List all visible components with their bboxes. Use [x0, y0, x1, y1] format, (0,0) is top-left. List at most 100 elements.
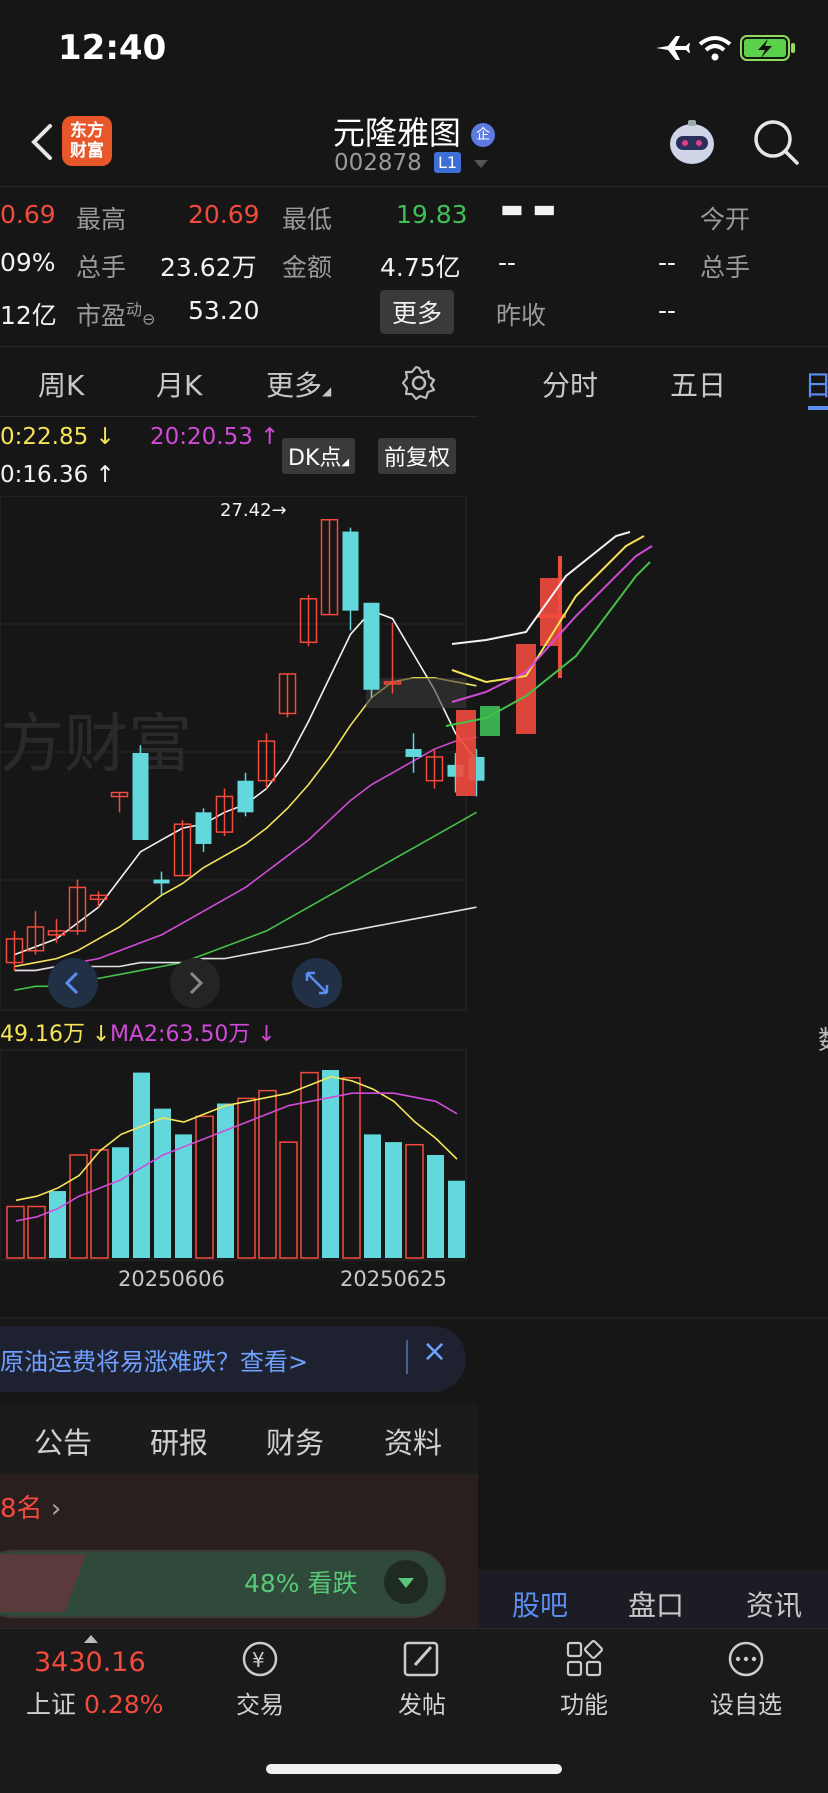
more-quote-button[interactable]: 更多: [380, 290, 455, 334]
airplane-icon: [656, 36, 690, 60]
range-highlight: [366, 678, 466, 708]
robot-assistant-icon[interactable]: [664, 114, 720, 170]
kline-chart[interactable]: 方财富 27.42→ 20250606 20250625: [0, 496, 828, 1496]
nav-post[interactable]: 发帖: [372, 1639, 472, 1720]
vol-ma2-label: MA2:63.50万 ↓: [110, 1022, 276, 1047]
volume-bar: [364, 1134, 381, 1258]
preview-ma-line: [445, 561, 651, 727]
quote-low: 19.83: [396, 200, 468, 229]
app-logo[interactable]: 东方 财富: [62, 116, 112, 166]
adjust-price-button[interactable]: 前复权: [378, 438, 457, 474]
candle-body: [215, 795, 234, 833]
chevron-right-icon: [189, 971, 204, 995]
volume-bar: [405, 1143, 424, 1259]
search-icon[interactable]: [752, 118, 800, 166]
volume-bar: [427, 1155, 444, 1258]
volume-bar: [49, 1191, 66, 1258]
bear-label: 48% 看跌: [244, 1569, 358, 1598]
watermark-text: 方财富: [0, 708, 192, 782]
banner-close-icon[interactable]: ×: [422, 1334, 448, 1369]
stock-code: 002878: [334, 150, 422, 176]
quote-amt-label: 金额: [282, 253, 333, 282]
preview-candle: [516, 644, 536, 734]
candle: [342, 527, 359, 631]
volume-ma-line: [15, 1075, 458, 1202]
volume-bar: [6, 1205, 25, 1259]
wifi-icon: [698, 36, 732, 61]
volume-bar: [195, 1115, 214, 1259]
chevron-left-icon: [64, 971, 79, 995]
quote-right1: --: [498, 248, 517, 277]
banner-text[interactable]: 原油运费将易涨难跌？查看>: [0, 1348, 309, 1376]
status-bar: 12:40: [0, 0, 828, 100]
tab-profile[interactable]: 资料: [384, 1426, 443, 1460]
volume-bar: [27, 1205, 46, 1259]
quote-right-value: ▬ ▬: [500, 194, 556, 223]
period-tabs: 周K 月K 更多◢: [0, 346, 478, 417]
candle: [195, 808, 212, 852]
volume-frame: [0, 1049, 467, 1261]
volume-bar: [154, 1108, 171, 1258]
tab-guba[interactable]: 股吧: [512, 1589, 569, 1622]
right-edge-char: 数: [818, 1020, 828, 1057]
candle: [257, 733, 276, 789]
volume-bar: [133, 1072, 150, 1258]
tab-announcement[interactable]: 公告: [34, 1426, 93, 1460]
volume-bar: [322, 1070, 339, 1258]
candle-body: [278, 673, 297, 715]
svg-text:¥: ¥: [252, 1648, 265, 1672]
tab-daily[interactable]: 日: [804, 369, 828, 402]
caret-down-icon: [398, 1578, 414, 1588]
level-badge[interactable]: L1: [434, 152, 462, 173]
candle: [383, 622, 402, 694]
candle: [363, 602, 380, 698]
news-banner[interactable]: 原油运费将易涨难跌？查看> ×: [0, 1326, 466, 1392]
stock-name: 元隆雅图 企: [0, 108, 828, 154]
tab-week-k[interactable]: 周K: [38, 369, 85, 402]
rank-text[interactable]: 8名 ›: [0, 1494, 62, 1524]
trade-yen-icon: ¥: [242, 1641, 278, 1677]
tab-intraday[interactable]: 分时: [542, 369, 599, 402]
candle: [89, 891, 108, 908]
chart-next-button[interactable]: [170, 958, 220, 1008]
preview-candle: [456, 710, 476, 796]
nav-trade[interactable]: ¥ 交易: [210, 1639, 310, 1720]
index-info[interactable]: 上证 0.28%: [26, 1690, 164, 1719]
info-tabs: 公告 研报 财务 资料: [0, 1404, 478, 1474]
back-arrow-icon[interactable]: [22, 120, 62, 164]
tab-month-k[interactable]: 月K: [156, 369, 203, 402]
tab-more[interactable]: 更多◢: [266, 369, 332, 402]
tab-five-day[interactable]: 五日: [670, 369, 727, 402]
candle-body: [153, 879, 170, 884]
tab-news[interactable]: 资讯: [746, 1589, 803, 1622]
candle-body: [425, 756, 444, 782]
preview-candle: [480, 706, 500, 736]
bear-dropdown-button[interactable]: [384, 1560, 428, 1604]
candle: [68, 879, 87, 935]
expand-icon: [305, 971, 329, 995]
volume-bar: [90, 1149, 109, 1259]
chart-prev-button[interactable]: [48, 958, 98, 1008]
candle-body: [110, 791, 129, 798]
candle-body: [237, 780, 254, 813]
gear-icon[interactable]: [402, 366, 436, 400]
candle: [5, 930, 24, 971]
preview-ma-line: [451, 545, 653, 703]
candle: [215, 788, 234, 837]
volume-ma-line: [15, 1092, 458, 1222]
candle: [132, 745, 149, 840]
candle-body: [257, 740, 276, 782]
tab-finance[interactable]: 财务: [266, 1426, 325, 1460]
candle: [447, 753, 464, 793]
nav-function[interactable]: 功能: [534, 1639, 634, 1720]
quote-prev-label: 昨收: [496, 301, 547, 330]
tab-pankou[interactable]: 盘口: [628, 1589, 685, 1622]
chart-expand-button[interactable]: [292, 958, 342, 1008]
chevron-down-icon[interactable]: [474, 160, 488, 170]
grid-icon: [566, 1640, 603, 1677]
tab-research[interactable]: 研报: [150, 1426, 209, 1460]
candle-body: [68, 886, 87, 932]
dk-point-button[interactable]: DK点◢: [282, 438, 356, 474]
index-value[interactable]: 3430.16: [34, 1647, 146, 1678]
nav-watchlist[interactable]: 设自选: [696, 1639, 796, 1720]
